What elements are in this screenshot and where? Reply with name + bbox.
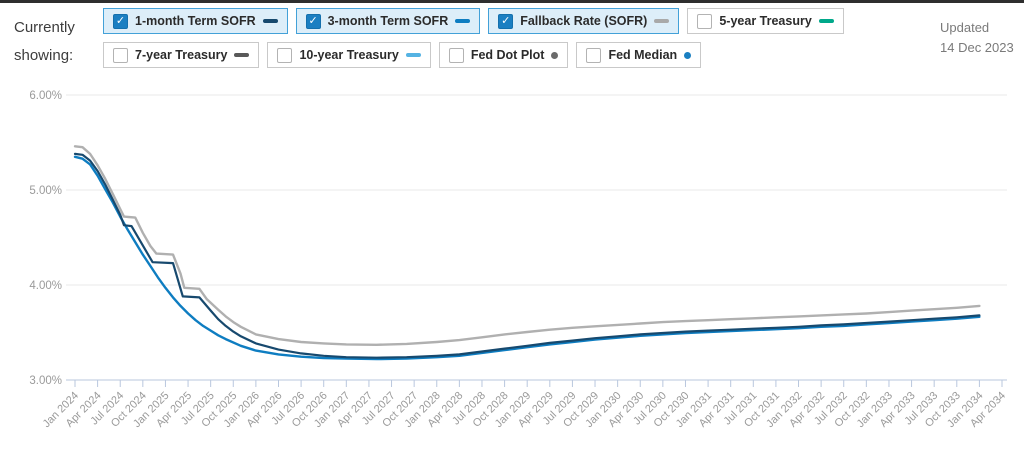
- series-toggle-label: Fallback Rate (SOFR): [520, 14, 648, 28]
- series-toggle-label: 10-year Treasury: [299, 48, 399, 62]
- series-toggle-chip[interactable]: ✓ 7-year Treasury: [103, 42, 260, 68]
- y-axis-label: 3.00%: [29, 375, 62, 387]
- series-dot-icon: [551, 51, 559, 59]
- series-toggle-label: Fed Median: [608, 48, 678, 62]
- series-toggle-chip[interactable]: ✓ Fed Median: [576, 42, 702, 68]
- series-checkbox[interactable]: ✓: [697, 13, 713, 29]
- updated-date: 14 Dec 2023: [940, 40, 1014, 55]
- series-checkbox[interactable]: ✓: [586, 47, 602, 63]
- series-dash-icon: [818, 19, 834, 23]
- series-dash-icon: [405, 53, 421, 57]
- series-checkbox[interactable]: ✓: [305, 13, 321, 29]
- series-toggle-chip[interactable]: ✓ 1-month Term SOFR: [103, 8, 288, 34]
- series-toggle-label: Fed Dot Plot: [470, 48, 545, 62]
- y-axis-label: 4.00%: [29, 280, 62, 292]
- series-dot-icon: [684, 51, 692, 59]
- series-dash-icon: [455, 19, 471, 23]
- series-checkbox[interactable]: ✓: [113, 13, 128, 29]
- series-checkbox[interactable]: ✓: [448, 47, 464, 63]
- series-dash-icon: [654, 19, 670, 23]
- top-accent-bar: [0, 0, 1024, 3]
- series-line-fallback-rate-sofr-: [73, 145, 981, 346]
- currently-showing-label: Currently showing:: [14, 19, 75, 64]
- series-toggle-chip[interactable]: ✓ Fallback Rate (SOFR): [488, 8, 680, 34]
- series-line-1-month-term-sofr: [73, 152, 981, 359]
- updated-info: Updated 14 Dec 2023: [940, 18, 1014, 58]
- updated-label: Updated: [940, 20, 990, 35]
- series-toggle-label: 5-year Treasury: [719, 14, 812, 28]
- series-checkbox[interactable]: ✓: [498, 13, 514, 29]
- series-line-3-month-term-sofr: [73, 155, 981, 361]
- series-toggle-group: ✓ 1-month Term SOFR ✓ 3-month Term SOFR …: [103, 8, 918, 68]
- series-checkbox[interactable]: ✓: [277, 47, 293, 63]
- series-toggle-chip[interactable]: ✓ 3-month Term SOFR: [295, 8, 481, 34]
- y-axis-label: 5.00%: [29, 185, 62, 197]
- series-toggle-label: 7-year Treasury: [135, 48, 228, 62]
- y-axis-label: 6.00%: [29, 90, 62, 102]
- series-toggle-label: 1-month Term SOFR: [135, 14, 256, 28]
- series-dash-icon: [262, 19, 278, 23]
- series-checkbox[interactable]: ✓: [113, 47, 128, 63]
- series-toggle-chip[interactable]: ✓ 5-year Treasury: [687, 8, 844, 34]
- series-toggle-chip[interactable]: ✓ Fed Dot Plot: [438, 42, 569, 68]
- series-toggle-label: 3-month Term SOFR: [327, 14, 449, 28]
- series-toggle-chip[interactable]: ✓ 10-year Treasury: [267, 42, 431, 68]
- series-dash-icon: [234, 53, 250, 57]
